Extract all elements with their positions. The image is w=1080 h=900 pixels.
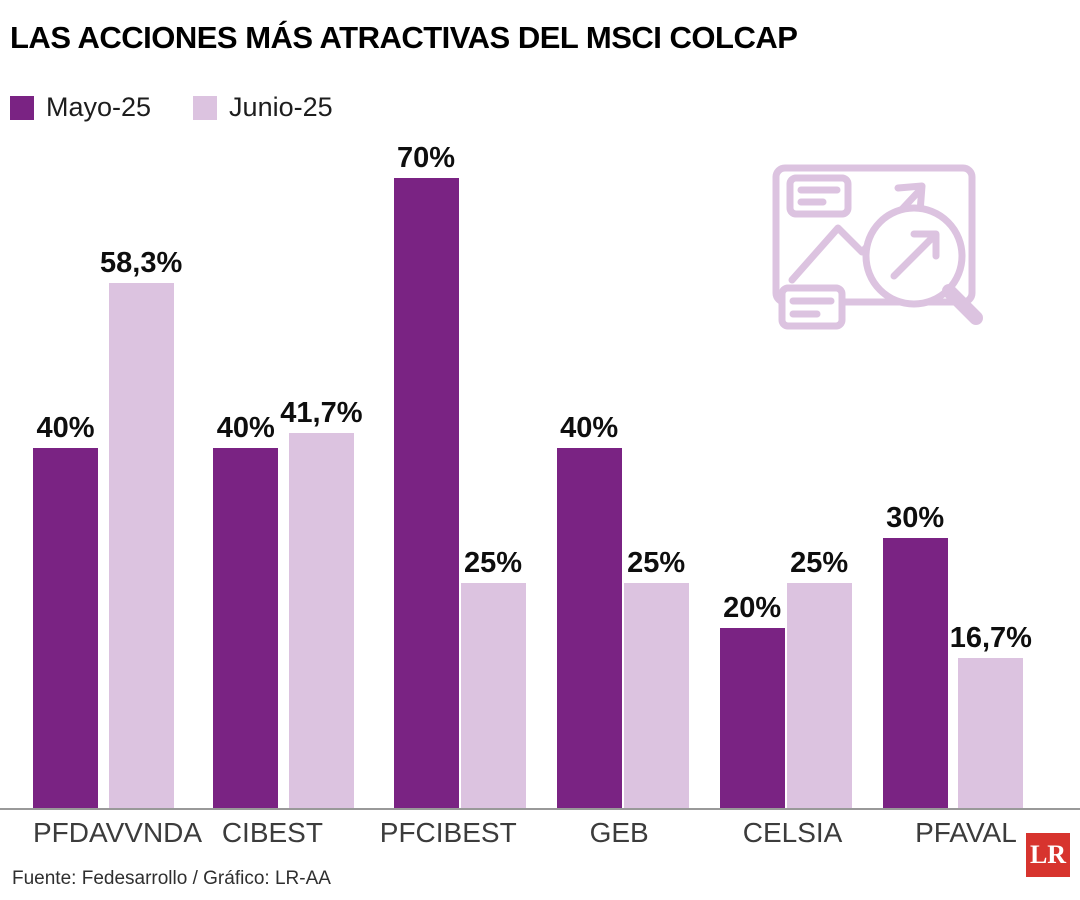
bar-column: 58,3%: [100, 246, 183, 808]
category-label: PFDAVVNDA: [33, 817, 203, 848]
value-label: 70%: [397, 141, 456, 174]
bar-column: 40%: [556, 411, 622, 808]
value-label: 41,7%: [280, 396, 363, 429]
category-labels: PFDAVVNDA CIBEST PFCIBEST GEB CELSIA PFAVAL: [0, 817, 1080, 849]
legend-label: Mayo-25: [46, 92, 152, 122]
value-label: 25%: [464, 546, 523, 579]
page-title: LAS ACCIONES MÁS ATRACTIVAS DEL MSCI COL…: [10, 20, 798, 55]
bar-mayo-25-celsia: [719, 628, 785, 808]
bar-junio-25-cibest: [288, 433, 354, 808]
chart-magnifier-icon: [772, 164, 983, 330]
bar-mayo-25-pfdavvnda: [33, 448, 98, 808]
bar-junio-25-celsia: [786, 583, 852, 808]
bar-column: 41,7%: [280, 396, 363, 808]
legend-item: Junio-25: [193, 92, 333, 123]
legend: Mayo-25 Junio-25: [10, 92, 333, 123]
bar-mayo-25-pfaval: [882, 538, 948, 808]
bar-column: 30%: [882, 501, 948, 808]
value-label: 30%: [886, 501, 945, 534]
bar-column: 25%: [786, 546, 852, 808]
lr-logo: LR: [1026, 833, 1070, 877]
bar-mayo-25-cibest: [213, 448, 279, 808]
bar-junio-25-geb: [623, 583, 689, 808]
bar-column: 20%: [719, 591, 785, 808]
value-label: 58,3%: [100, 246, 183, 279]
bar-group-celsia: 20% 25%: [719, 546, 852, 808]
bar-junio-25-pfdavvnda: [108, 283, 174, 808]
bar-group-pfaval: 30% 16,7%: [882, 501, 1032, 808]
value-label: 25%: [790, 546, 849, 579]
legend-swatch: [10, 95, 34, 120]
value-label: 16,7%: [949, 621, 1032, 654]
value-label: 40%: [560, 411, 619, 444]
bar-junio-25-pfcibest: [460, 583, 526, 808]
bar-junio-25-pfaval: [958, 658, 1024, 808]
category-label: GEB: [589, 817, 649, 848]
category-label: CIBEST: [221, 817, 323, 848]
bar-column: 25%: [623, 546, 689, 808]
bar-column: 40%: [33, 411, 98, 808]
bar-group-geb: 40% 25%: [556, 411, 689, 808]
value-label: 25%: [627, 546, 686, 579]
value-label: 40%: [36, 411, 95, 444]
bar-column: 16,7%: [949, 621, 1032, 808]
category-label: PFCIBEST: [379, 817, 517, 848]
category-label: PFAVAL: [915, 817, 1017, 848]
source-credit: Fuente: Fedesarrollo / Gráfico: LR-AA: [12, 868, 331, 889]
legend-label: Junio-25: [229, 92, 333, 122]
bar-group-cibest: 40% 41,7%: [213, 396, 363, 808]
legend-swatch: [193, 95, 218, 120]
category-label: CELSIA: [742, 817, 843, 848]
bar-chart: 40% 58,3% 40% 41,7% 70% 25% 40% 25% 20% 25% 30% 16,…: [0, 140, 1080, 810]
bar-mayo-25-pfcibest: [393, 178, 459, 808]
value-label: 40%: [216, 411, 275, 444]
bar-group-pfdavvnda: 40% 58,3%: [33, 246, 183, 808]
legend-item: Mayo-25: [10, 92, 151, 123]
bar-column: 25%: [460, 546, 526, 808]
bar-mayo-25-geb: [556, 448, 622, 808]
bar-column: 40%: [213, 411, 279, 808]
bar-group-pfcibest: 70% 25%: [393, 141, 526, 808]
value-label: 20%: [723, 591, 782, 624]
bar-column: 70%: [393, 141, 459, 808]
